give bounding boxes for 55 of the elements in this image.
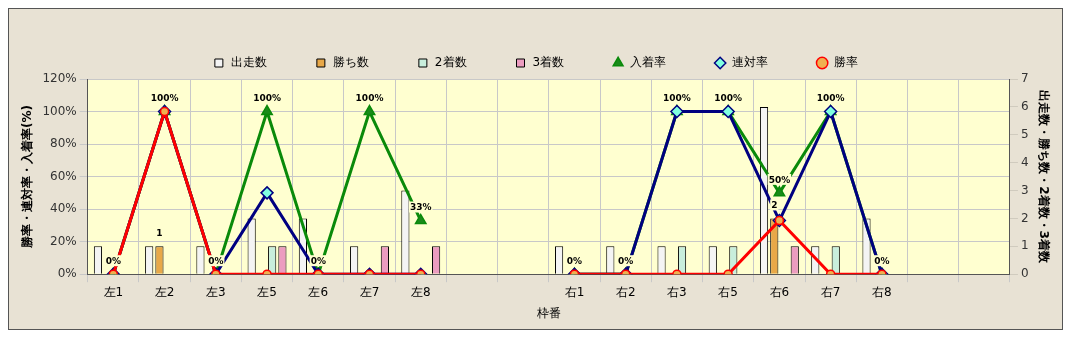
- legend-label: 入着率: [630, 55, 667, 70]
- x-tick-label: 右2: [615, 284, 636, 299]
- y-tick-label: 40%: [50, 201, 77, 216]
- legend-label: 勝ち数: [332, 55, 369, 70]
- y-tick-label: 100%: [42, 103, 77, 118]
- legend-label: 勝率: [834, 55, 859, 70]
- y2-tick-label: 6: [1020, 99, 1029, 114]
- data-label: 0%: [105, 256, 121, 267]
- legend-label: 2着数: [434, 55, 467, 70]
- x-tick-label: 左7: [359, 284, 380, 299]
- data-label: 0%: [310, 256, 326, 267]
- data-label: 0%: [618, 256, 634, 267]
- y2-axis-title: 出走数・勝ち数・2着数・3着数: [1036, 90, 1051, 264]
- y2-tick-label: 2: [1020, 210, 1029, 225]
- data-label: 0%: [566, 256, 583, 267]
- data-label: 100%: [355, 93, 384, 104]
- y-tick-label: 20%: [50, 233, 77, 248]
- x-tick-label: 右3: [667, 284, 687, 299]
- data-label: 100%: [714, 93, 743, 104]
- data-label: 50%: [768, 174, 791, 185]
- y2-tick-label: 1: [1020, 238, 1029, 253]
- y2-tick-label: 7: [1020, 71, 1029, 86]
- x-tick-label: 左6: [308, 284, 329, 299]
- data-label: 100%: [816, 93, 845, 104]
- x-tick-label: 右8: [872, 284, 892, 299]
- y-axis-title: 勝率・連対率・入着率(%): [20, 105, 35, 250]
- legend-label: 連対率: [732, 55, 769, 70]
- x-tick-label: 左1: [103, 284, 124, 299]
- data-label: 1: [156, 228, 163, 239]
- y-tick-label: 80%: [50, 136, 77, 151]
- x-tick-label: 右7: [820, 284, 841, 299]
- data-label: 0%: [208, 256, 224, 267]
- data-label: 33%: [409, 202, 432, 213]
- y-tick-label: 0%: [57, 266, 77, 281]
- y2-tick-label: 4: [1020, 154, 1029, 169]
- data-label: 100%: [253, 93, 281, 104]
- y-tick-label: 120%: [42, 71, 77, 86]
- data-label: 0%: [874, 256, 890, 267]
- x-tick-label: 右6: [769, 284, 790, 299]
- y2-tick-label: 0: [1020, 266, 1029, 281]
- x-tick-label: 左3: [205, 284, 226, 299]
- x-tick-label: 左2: [154, 284, 175, 299]
- y2-tick-label: 5: [1020, 126, 1029, 141]
- x-tick-label: 左5: [257, 284, 277, 299]
- data-label: 100%: [663, 93, 691, 104]
- y-tick-label: 60%: [50, 168, 77, 183]
- y2-tick-label: 3: [1020, 182, 1029, 197]
- data-label: 2: [771, 200, 778, 211]
- data-label: 100%: [150, 93, 179, 104]
- x-tick-label: 左8: [410, 284, 431, 299]
- x-tick-label: 右5: [718, 284, 738, 299]
- x-tick-label: 右1: [564, 284, 585, 299]
- legend-label: 3着数: [532, 55, 565, 70]
- legend-label: 出走数: [230, 55, 267, 70]
- x-axis-title: 枠番: [535, 305, 561, 320]
